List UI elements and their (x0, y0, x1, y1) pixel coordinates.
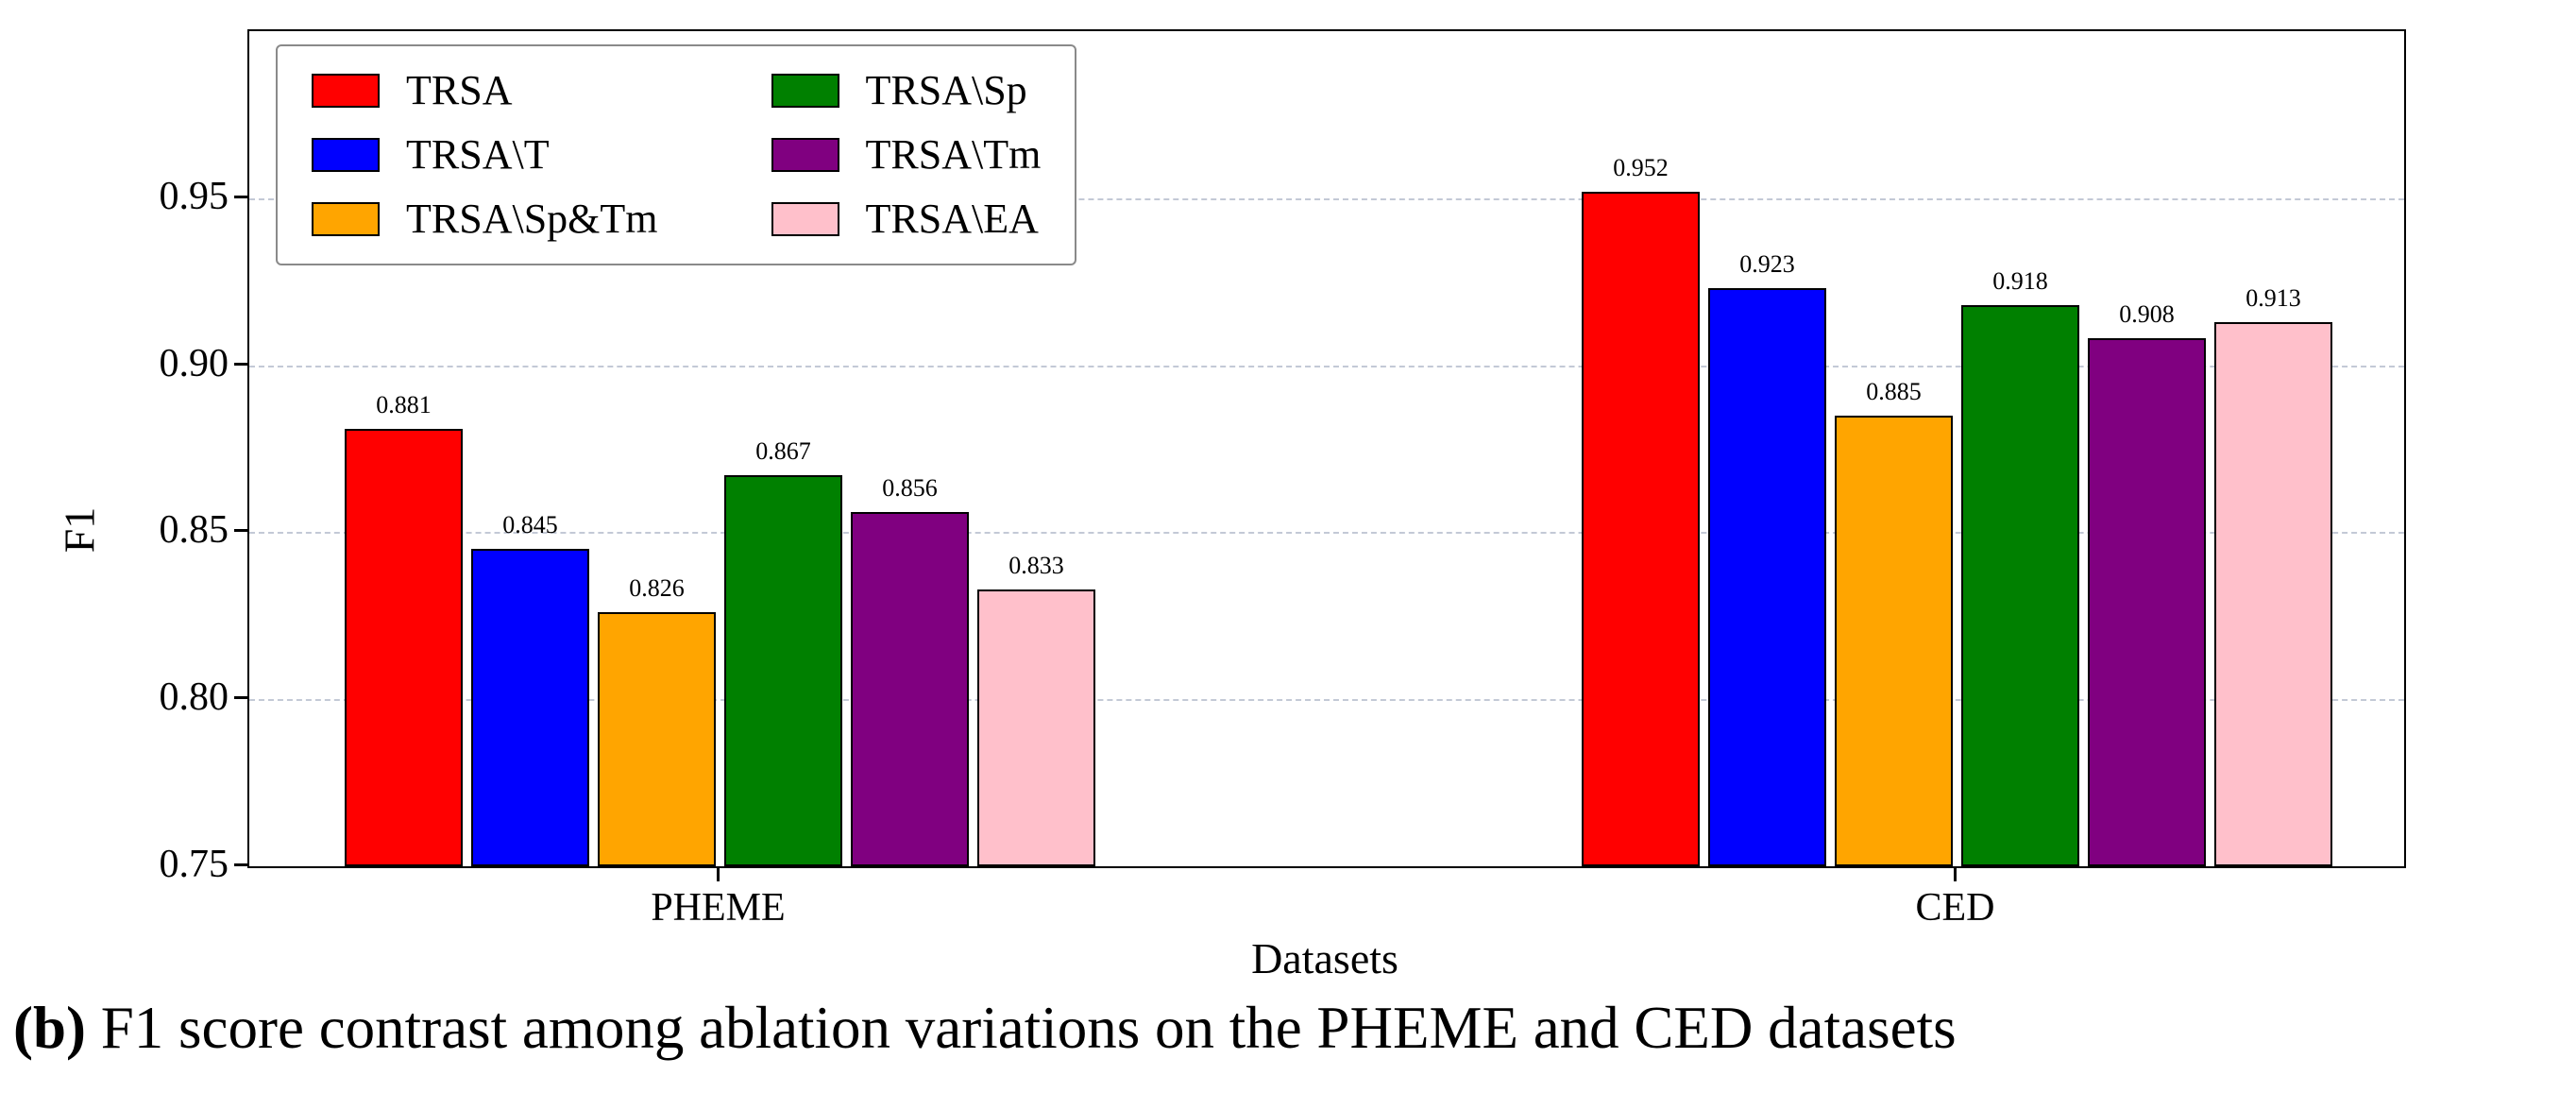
bar-trsa-t-ced (1708, 288, 1826, 866)
x-tick-label-pheme: PHEME (651, 886, 786, 930)
legend-item-trsa-sp: TRSA\Sp (771, 67, 1042, 114)
legend: TRSA TRSA\T TRSA\Sp&Tm TRSA\Sp TRSA\Tm TRSA\E… (276, 44, 1077, 265)
legend-item-trsa-sp-tm: TRSA\Sp&Tm (312, 196, 658, 243)
x-tick-mark (717, 868, 720, 881)
legend-swatch (771, 202, 839, 236)
bar-trsa-sp-tm-ced (1835, 415, 1953, 866)
legend-item-trsa-tm: TRSA\Tm (771, 131, 1042, 179)
gridline (249, 532, 2404, 535)
plot-area: TRSA TRSA\T TRSA\Sp&Tm TRSA\Sp TRSA\Tm TRSA\E… (247, 29, 2406, 868)
bar-trsa-sp-ced (1961, 304, 2079, 866)
bar-value-label: 0.923 (1739, 250, 1795, 279)
legend-item-trsa-t: TRSA\T (312, 131, 658, 179)
bar-trsa-tm-pheme (851, 512, 969, 866)
legend-swatch (312, 74, 380, 108)
legend-label: TRSA\Tm (865, 131, 1042, 178)
gridline (249, 365, 2404, 367)
bar-trsa-tm-ced (2088, 338, 2206, 866)
legend-label: TRSA\EA (865, 196, 1039, 242)
legend-swatch (771, 138, 839, 172)
bar-trsa-t-pheme (471, 549, 589, 866)
bar-value-label: 0.826 (629, 574, 685, 603)
x-tick-mark (1954, 868, 1957, 881)
bar-value-label: 0.913 (2246, 283, 2301, 312)
legend-label: TRSA\T (406, 131, 550, 178)
y-tick-mark (234, 696, 247, 700)
bar-trsa-ced (1582, 191, 1700, 866)
legend-swatch (312, 138, 380, 172)
legend-label: TRSA\Sp (865, 67, 1027, 113)
bar-trsa-ea-ced (2214, 321, 2332, 866)
y-tick-label: 0.85 (159, 508, 229, 553)
y-tick-label: 0.95 (159, 174, 229, 218)
bar-trsa-pheme (345, 428, 463, 866)
y-tick-label: 0.80 (159, 675, 229, 720)
legend-label: TRSA\Sp&Tm (406, 196, 658, 242)
figure-caption: (b) F1 score contrast among ablation var… (13, 994, 1957, 1062)
gridline (249, 699, 2404, 702)
legend-item-trsa: TRSA (312, 67, 658, 114)
y-tick-mark (234, 195, 247, 198)
gridline (249, 197, 2404, 200)
y-tick-mark (234, 362, 247, 366)
bar-value-label: 0.856 (882, 474, 938, 503)
y-tick-label: 0.75 (159, 843, 229, 886)
bar-value-label: 0.908 (2119, 300, 2175, 329)
bar-value-label: 0.918 (1992, 266, 2048, 295)
bar-value-label: 0.952 (1613, 153, 1669, 181)
x-axis-label: Datasets (1251, 934, 1398, 982)
bar-value-label: 0.881 (376, 390, 432, 418)
bar-value-label: 0.845 (502, 511, 558, 539)
bar-value-label: 0.885 (1866, 377, 1922, 405)
caption-text: F1 score contrast among ablation variati… (86, 995, 1957, 1061)
legend-item-trsa-ea: TRSA\EA (771, 196, 1042, 243)
y-tick-label: 0.90 (159, 341, 229, 385)
bar-trsa-ea-pheme (977, 589, 1095, 866)
bar-value-label: 0.833 (1008, 551, 1064, 579)
x-tick-label-ced: CED (1915, 886, 1995, 930)
bar-trsa-sp-pheme (724, 475, 842, 866)
legend-swatch (771, 74, 839, 108)
legend-label: TRSA (406, 67, 513, 113)
y-tick-mark (234, 863, 247, 866)
y-tick-mark (234, 529, 247, 533)
bar-value-label: 0.867 (755, 437, 811, 466)
bar-trsa-sp-tm-pheme (598, 612, 716, 866)
legend-swatch (312, 202, 380, 236)
caption-label: (b) (13, 995, 86, 1061)
